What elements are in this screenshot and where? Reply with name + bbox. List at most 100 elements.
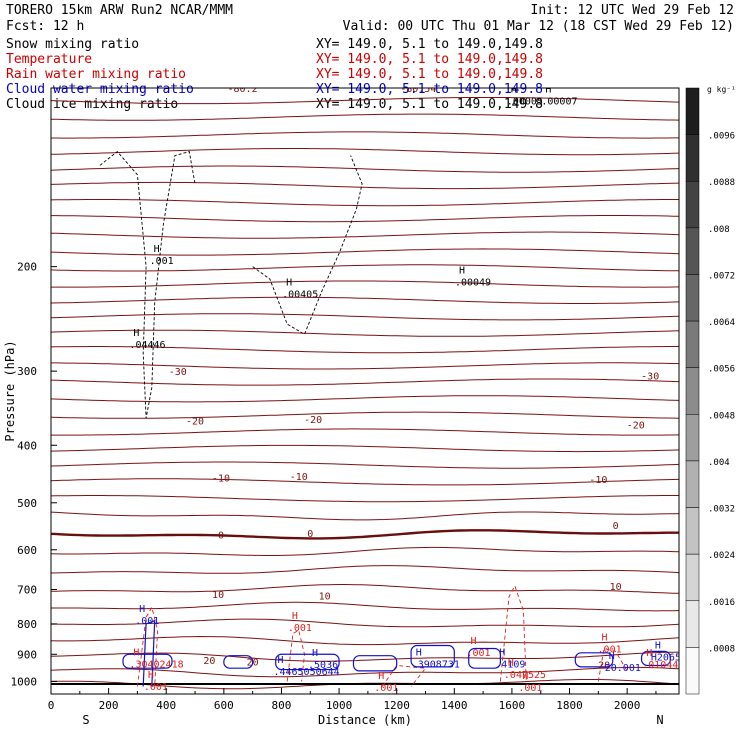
max-marker: H: [602, 632, 608, 643]
max-value-label: .001: [374, 683, 398, 694]
y-tick-label: 500: [17, 497, 37, 510]
isotherm-label: -20: [627, 420, 645, 431]
cloud-water-contour: [574, 652, 614, 668]
max-value-label: H2065: [651, 653, 681, 664]
max-marker: H: [154, 244, 160, 255]
legend-entry-xy: XY= 149.0, 5.1 to 149.0,149.8: [316, 82, 543, 97]
x-axis-title: Distance (km): [318, 713, 412, 727]
isotherm-line: [51, 329, 679, 337]
x-tick-label: 400: [156, 699, 176, 712]
legend-entry-name: Temperature: [6, 52, 92, 67]
isotherm-line: [51, 378, 679, 386]
x-tick-label: 800: [272, 699, 292, 712]
cloud-water-contour: [640, 650, 671, 667]
max-marker: H: [148, 670, 154, 681]
isotherm-line: [51, 296, 679, 304]
max-value-label: .00049: [455, 278, 491, 289]
header-valid-time: Valid: 00 UTC Thu 01 Mar 12 (18 CST Wed …: [343, 19, 734, 34]
isotherm-line: [51, 362, 679, 370]
max-value-label: .001: [144, 682, 168, 693]
isotherm-line: [51, 280, 679, 288]
max-marker: H: [511, 85, 517, 96]
colorbar-tick-label: .0072: [708, 271, 735, 281]
max-marker: H: [545, 85, 551, 96]
rain-contour: [381, 665, 427, 687]
isotherm-label: 20: [598, 661, 610, 672]
max-marker: H: [277, 655, 283, 666]
isotherm-line: [51, 478, 679, 486]
max-marker: H: [522, 671, 528, 682]
zero-isotherm-line: [51, 529, 679, 540]
plot-contents: -80.2 -80.54 -30 -30 -20 -20 -20 -10 -10 -10 0 0 0 10…: [51, 85, 681, 694]
isotherm-label: -30: [169, 367, 187, 378]
x-tick-label: 0: [48, 699, 55, 712]
isotherm-label: 20: [203, 656, 215, 667]
isotherm-line: [51, 495, 679, 503]
cloud-water-contour: [410, 644, 455, 668]
colorbar-tick-label: .0016: [708, 598, 735, 608]
max-value-label: .5036: [308, 660, 338, 671]
colorbar-segment: [685, 320, 700, 368]
x-tick-label: 600: [214, 699, 234, 712]
colorbar-segment: [685, 414, 700, 462]
isotherm-label: -10: [212, 473, 230, 484]
isotherm-line: [51, 199, 679, 207]
isotherm-line: [51, 584, 679, 594]
max-marker: H: [508, 658, 514, 669]
x-axis-north-label: N: [656, 713, 663, 727]
legend-entry-name: Cloud ice mixing ratio: [6, 97, 178, 112]
max-value-label: .01044: [642, 660, 678, 671]
colorbar-tick-label: .0008: [708, 644, 735, 654]
isotherm-line: [51, 601, 679, 612]
max-value-label: .001: [288, 623, 312, 634]
isotherm-label: 0: [218, 530, 224, 541]
isotherm-line: [51, 248, 679, 256]
y-tick-label: 1000: [11, 675, 38, 688]
colorbar-segment: [685, 647, 700, 695]
colorbar-tick-label: .0056: [708, 365, 735, 375]
isotherm-line: [51, 181, 679, 190]
isotherm-line: [51, 97, 679, 105]
max-marker: H: [499, 647, 505, 658]
max-marker: H: [459, 266, 465, 277]
isotherm-line: [51, 313, 679, 321]
y-tick-label: 400: [17, 439, 37, 452]
max-marker: H: [609, 651, 615, 662]
colorbar-segment: [685, 274, 700, 322]
colorbar-tick-label: .0064: [708, 318, 735, 328]
isotherm-label: -20: [186, 416, 204, 427]
header-init-time: Init: 12 UTC Wed 29 Feb 12: [531, 3, 735, 18]
max-value-label: .00405: [282, 290, 318, 301]
legend-entry-name: Rain water mixing ratio: [6, 67, 186, 82]
colorbar-segment: [685, 507, 700, 555]
max-value-label: .001: [466, 648, 490, 659]
y-tick-label: 200: [17, 261, 37, 274]
colorbar: .0096 .0088 .008 .0072 .0064 .0056 .0048 .004 .0…: [685, 87, 735, 695]
colorbar-segment: [685, 367, 700, 415]
y-tick-label: 800: [17, 618, 37, 631]
isotherm-label: -30: [641, 371, 659, 382]
isotherm-label: 0: [307, 529, 313, 540]
colorbar-segment: [685, 600, 700, 648]
isotherm-label: 10: [610, 582, 622, 593]
cloud-water-contour: [223, 655, 254, 669]
isotherm-line: [51, 264, 679, 272]
isotherm-line: [51, 461, 679, 469]
cloud-water-contour: [275, 653, 340, 671]
y-tick-label: 700: [17, 584, 37, 597]
x-tick-label: 1800: [556, 699, 583, 712]
colorbar-segment: [685, 134, 700, 182]
max-value-label: .04446: [129, 340, 165, 351]
isotherm-line: [51, 565, 679, 574]
isotherm-label: 10: [319, 591, 331, 602]
isotherm-line: [51, 618, 679, 628]
x-tick-label: 1000: [326, 699, 353, 712]
isotherm-line: [51, 428, 679, 436]
max-marker: H: [286, 278, 292, 289]
max-value-label: .30402418: [129, 659, 183, 670]
isotherm-line: [51, 231, 679, 239]
max-marker: H: [133, 647, 139, 658]
isotherm-label: 0: [613, 521, 619, 532]
isotherm-label: 20: [247, 657, 259, 668]
max-value-label: .001: [518, 683, 542, 694]
